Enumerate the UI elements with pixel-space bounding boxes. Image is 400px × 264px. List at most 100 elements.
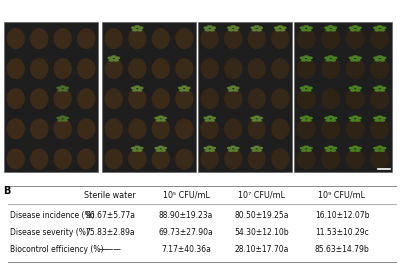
Ellipse shape (115, 57, 119, 59)
Ellipse shape (257, 120, 261, 121)
Ellipse shape (357, 27, 361, 29)
Ellipse shape (272, 89, 289, 109)
Bar (102, 22, 196, 172)
Ellipse shape (381, 57, 386, 59)
Ellipse shape (162, 147, 166, 149)
Ellipse shape (371, 149, 388, 169)
Ellipse shape (210, 120, 214, 121)
Ellipse shape (64, 117, 68, 119)
Ellipse shape (54, 149, 71, 169)
Ellipse shape (346, 29, 364, 48)
Ellipse shape (298, 149, 315, 169)
Text: 10⁵ CFU/mL: 10⁵ CFU/mL (162, 191, 210, 200)
Ellipse shape (374, 117, 378, 119)
Ellipse shape (378, 116, 382, 117)
Ellipse shape (300, 27, 305, 29)
Ellipse shape (162, 117, 166, 119)
Ellipse shape (375, 59, 380, 61)
Ellipse shape (308, 27, 312, 29)
Ellipse shape (208, 26, 212, 27)
Ellipse shape (255, 146, 259, 148)
Ellipse shape (357, 87, 361, 89)
Ellipse shape (201, 149, 218, 169)
Ellipse shape (109, 60, 114, 61)
Ellipse shape (161, 150, 165, 151)
Bar (294, 22, 392, 172)
Ellipse shape (248, 119, 265, 139)
Ellipse shape (346, 59, 364, 78)
Ellipse shape (204, 27, 208, 29)
Text: 7.17±40.36a: 7.17±40.36a (161, 245, 211, 254)
Text: R31 10⁷ CFU/mL: R31 10⁷ CFU/mL (215, 4, 273, 12)
Ellipse shape (211, 147, 215, 149)
Ellipse shape (350, 29, 355, 31)
Ellipse shape (152, 29, 169, 48)
Ellipse shape (231, 146, 235, 148)
Ellipse shape (300, 117, 305, 119)
Ellipse shape (378, 86, 382, 87)
Ellipse shape (272, 29, 289, 48)
Ellipse shape (302, 29, 306, 31)
Ellipse shape (300, 147, 305, 149)
Ellipse shape (63, 120, 67, 121)
Ellipse shape (381, 87, 386, 89)
Text: Sterile water: Sterile water (84, 191, 136, 200)
Ellipse shape (78, 29, 95, 48)
Ellipse shape (375, 89, 380, 91)
Ellipse shape (58, 120, 62, 121)
Ellipse shape (133, 30, 137, 31)
Ellipse shape (308, 117, 312, 119)
Ellipse shape (176, 59, 193, 78)
Ellipse shape (257, 30, 261, 31)
Ellipse shape (132, 87, 136, 89)
Ellipse shape (78, 119, 95, 139)
Ellipse shape (332, 147, 337, 149)
Text: ———: ——— (98, 245, 122, 254)
Ellipse shape (356, 120, 360, 121)
Ellipse shape (139, 87, 143, 89)
Ellipse shape (152, 149, 169, 169)
Ellipse shape (208, 146, 212, 148)
Text: R31 10⁵ CFU/mL: R31 10⁵ CFU/mL (119, 4, 177, 12)
Text: 88.90±19.23a: 88.90±19.23a (159, 211, 213, 220)
Ellipse shape (57, 117, 61, 119)
Ellipse shape (61, 116, 65, 117)
Ellipse shape (228, 147, 232, 149)
Ellipse shape (132, 27, 136, 29)
Ellipse shape (248, 149, 265, 169)
Ellipse shape (371, 89, 388, 109)
Ellipse shape (234, 150, 238, 151)
Ellipse shape (331, 59, 336, 61)
Ellipse shape (225, 59, 242, 78)
Ellipse shape (179, 87, 183, 89)
Ellipse shape (349, 117, 354, 119)
Ellipse shape (357, 57, 361, 59)
Ellipse shape (380, 120, 384, 121)
Ellipse shape (298, 89, 315, 109)
Ellipse shape (135, 26, 139, 27)
Ellipse shape (229, 150, 233, 151)
Text: R31 10⁹ CFU/mL: R31 10⁹ CFU/mL (314, 4, 372, 12)
Ellipse shape (278, 26, 282, 27)
Ellipse shape (54, 59, 71, 78)
Ellipse shape (176, 119, 193, 139)
Ellipse shape (380, 89, 384, 91)
Ellipse shape (356, 89, 360, 91)
Ellipse shape (251, 147, 255, 149)
Ellipse shape (129, 29, 146, 48)
Ellipse shape (161, 120, 165, 121)
Ellipse shape (322, 59, 340, 78)
Ellipse shape (350, 59, 355, 61)
Ellipse shape (129, 89, 146, 109)
Ellipse shape (155, 147, 159, 149)
Ellipse shape (105, 89, 122, 109)
Text: Biocontrol efficiency (%): Biocontrol efficiency (%) (10, 245, 104, 254)
Text: Sterile water: Sterile water (27, 4, 73, 11)
Ellipse shape (176, 89, 193, 109)
Ellipse shape (78, 149, 95, 169)
Ellipse shape (308, 87, 312, 89)
Ellipse shape (325, 117, 329, 119)
Ellipse shape (257, 150, 261, 151)
Ellipse shape (210, 30, 214, 31)
Ellipse shape (304, 26, 308, 27)
